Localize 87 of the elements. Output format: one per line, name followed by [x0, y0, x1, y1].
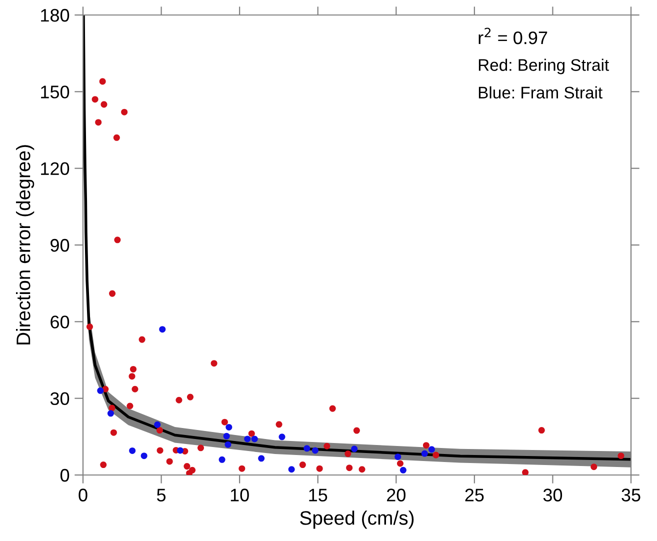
point: [396, 460, 404, 467]
point: [238, 465, 246, 472]
point: [159, 326, 166, 333]
point: [97, 387, 104, 394]
point: [251, 436, 258, 442]
point: [223, 432, 230, 440]
point: [590, 464, 598, 470]
point: [129, 447, 136, 454]
point: [244, 436, 251, 442]
point: [95, 119, 102, 126]
point: [121, 108, 128, 116]
point: [618, 452, 624, 460]
point: [394, 454, 402, 460]
point: [110, 429, 117, 436]
point: [522, 469, 529, 475]
point: [358, 466, 366, 473]
y-tick-label: 90: [50, 238, 70, 252]
point: [248, 430, 255, 437]
annotation: Blue: Fram Strait: [478, 86, 602, 99]
point: [109, 290, 116, 297]
x-tick-label: 20: [387, 488, 406, 502]
point: [197, 444, 204, 452]
point: [99, 78, 106, 85]
point: [400, 466, 406, 474]
point: [138, 336, 146, 343]
point: [299, 462, 306, 468]
point: [218, 456, 226, 463]
point: [276, 421, 282, 428]
point: [128, 373, 136, 380]
x-axis-title: Speed (cm/s): [300, 510, 414, 529]
point: [186, 470, 193, 475]
point: [353, 427, 360, 434]
y-tick-label: 0: [60, 468, 70, 482]
point: [154, 421, 161, 428]
point: [210, 360, 218, 367]
y-tick-label: 120: [41, 162, 70, 176]
y-tick-label: 180: [41, 8, 70, 22]
point: [126, 402, 134, 410]
point: [107, 410, 114, 417]
point: [538, 427, 545, 434]
point: [421, 450, 428, 457]
point: [226, 424, 232, 430]
point: [224, 441, 232, 448]
x-tick-label: 10: [230, 488, 249, 502]
point: [278, 434, 286, 440]
point: [324, 442, 330, 450]
point: [312, 447, 318, 454]
point: [113, 134, 120, 141]
point: [288, 466, 295, 473]
point: [140, 452, 148, 460]
point: [422, 442, 430, 449]
point: [186, 394, 194, 400]
y-tick-label: 150: [41, 86, 70, 98]
point: [176, 396, 182, 404]
point: [92, 96, 98, 103]
point: [100, 101, 108, 108]
x-tick-label: 0: [78, 488, 88, 502]
point: [346, 464, 353, 472]
point: [344, 450, 352, 458]
annotation: Red: Bering Strait: [478, 58, 609, 74]
x-tick-label: 15: [309, 488, 328, 502]
point: [184, 463, 190, 470]
point: [86, 324, 93, 330]
point: [132, 386, 138, 392]
x-tick-label: 35: [622, 488, 640, 502]
point: [130, 366, 137, 372]
point: [114, 236, 121, 244]
point: [156, 447, 164, 454]
point: [329, 405, 336, 412]
point: [432, 452, 440, 458]
point: [316, 465, 323, 472]
x-tick-label: 30: [543, 488, 562, 502]
point: [258, 455, 265, 462]
x-tick-label: 25: [465, 488, 484, 502]
point: [166, 458, 173, 465]
point: [428, 446, 435, 453]
y-axis-title: Direction error (degree): [16, 145, 34, 344]
point: [100, 462, 107, 468]
point: [221, 418, 228, 426]
annotation: r$^{2}$ = 0.97: [478, 28, 548, 44]
y-tick-label: 60: [50, 316, 70, 328]
point: [156, 427, 163, 434]
x-tick-label: 5: [156, 488, 166, 502]
point: [304, 445, 310, 452]
point: [176, 447, 184, 454]
point: [351, 446, 358, 452]
y-tick-label: 30: [50, 392, 70, 406]
